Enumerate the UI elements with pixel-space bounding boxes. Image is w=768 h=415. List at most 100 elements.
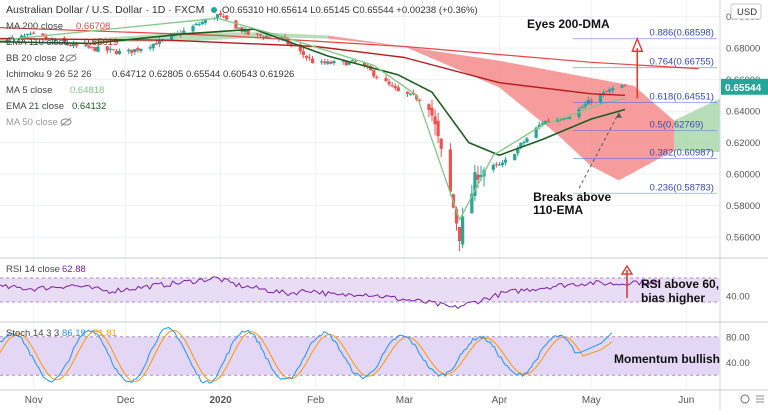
candle-body: [127, 49, 131, 52]
stoch-label: Stoch 14 3 3: [6, 328, 59, 339]
candle: [108, 45, 112, 53]
candle-body: [605, 91, 609, 93]
candle: [307, 54, 312, 61]
candle: [258, 33, 263, 38]
candle-body: [307, 57, 312, 59]
candle-body: [258, 34, 263, 36]
date-tick-label: Apr: [492, 395, 508, 406]
price-tick-label: 0.56000: [726, 233, 760, 244]
currency-badge: [730, 3, 762, 20]
candle-body: [234, 20, 238, 29]
candle: [323, 58, 327, 66]
candle: [473, 164, 477, 201]
candle: [133, 48, 137, 55]
candle-body: [130, 49, 134, 53]
candle-body: [96, 46, 100, 52]
candle: [491, 163, 495, 173]
date-tick-label: Dec: [117, 395, 135, 406]
annotation-arrow-head: [631, 36, 644, 52]
fib-label: 0.618(0.64551): [650, 91, 714, 102]
eye-hidden-icon: [60, 118, 72, 126]
candle: [222, 13, 226, 19]
legend-label-1: EMA 110 close: [6, 37, 69, 48]
candle-body: [516, 147, 520, 154]
candle-body: [320, 61, 324, 63]
date-tick-label: 2020: [209, 395, 232, 406]
candle-body: [497, 164, 502, 166]
eye-hidden-icon: [65, 54, 77, 62]
candle-body: [32, 32, 36, 34]
candle: [127, 48, 131, 55]
candle: [565, 117, 569, 120]
candle-body: [562, 118, 566, 120]
stoch-tick-label: 80.00: [726, 332, 750, 343]
candle: [497, 162, 502, 167]
candle: [215, 13, 220, 21]
candle-body: [608, 89, 612, 92]
candle: [105, 45, 109, 54]
eye-hidden-slash: [60, 117, 72, 127]
candle: [500, 159, 505, 168]
candle: [605, 90, 609, 93]
candle-body: [519, 143, 523, 148]
candle-body: [280, 37, 284, 39]
candle-body: [393, 86, 397, 89]
candle: [154, 40, 158, 45]
candle-body: [500, 162, 505, 166]
candle-body: [430, 107, 434, 116]
price-tick-label: 0.68000: [726, 44, 760, 55]
candle: [408, 93, 413, 96]
candle-body: [580, 107, 584, 109]
candle-body: [215, 14, 220, 19]
fib-label: 0.5(0.62769): [650, 119, 704, 130]
candle-body: [448, 149, 452, 192]
candle-body: [139, 49, 143, 52]
eye-hidden-slash: [65, 53, 77, 63]
candle: [200, 19, 204, 26]
candle: [522, 140, 526, 146]
candle: [430, 99, 434, 122]
last-price-value: 0.65544: [725, 83, 762, 94]
stoch-d-line: [0, 329, 613, 382]
candle: [225, 15, 229, 20]
candle: [25, 33, 30, 37]
candle-body: [479, 174, 483, 178]
candle-body: [543, 120, 547, 124]
candle: [580, 104, 584, 109]
candle: [396, 84, 400, 92]
candle: [194, 22, 198, 26]
fib-label: 0.236(0.58783): [650, 182, 714, 193]
candle: [608, 87, 612, 95]
candle-body: [491, 164, 495, 170]
candle: [601, 89, 606, 98]
fib-label: 0.382(0.60987): [650, 148, 714, 159]
candle-body: [200, 22, 204, 25]
candle-body: [341, 60, 345, 62]
candle: [255, 32, 259, 37]
candle-body: [298, 44, 302, 52]
candle: [457, 226, 462, 252]
candle: [136, 46, 140, 53]
date-tick-label: Nov: [25, 395, 43, 406]
candle: [326, 59, 330, 66]
candle: [304, 54, 308, 61]
candle: [29, 31, 33, 36]
stoch-annotation: Momentum bullish: [614, 352, 720, 366]
candle-body: [182, 30, 186, 34]
legend-label-0: MA 200 close: [6, 21, 63, 32]
candle: [117, 48, 122, 55]
candle-body: [68, 44, 73, 46]
candle-body: [197, 24, 201, 26]
candle-body: [457, 226, 462, 242]
legend-value-1: 0.65019: [84, 37, 118, 48]
candle: [620, 83, 624, 89]
candle-body: [347, 61, 351, 65]
settings-gear-icon[interactable]: [740, 394, 750, 404]
legend-value-4: 0.64818: [70, 85, 104, 96]
candle-body: [243, 29, 247, 32]
candle-body: [148, 47, 152, 49]
candle-body: [93, 47, 97, 52]
axis-settings-icon[interactable]: [756, 395, 764, 403]
candle: [393, 83, 397, 91]
